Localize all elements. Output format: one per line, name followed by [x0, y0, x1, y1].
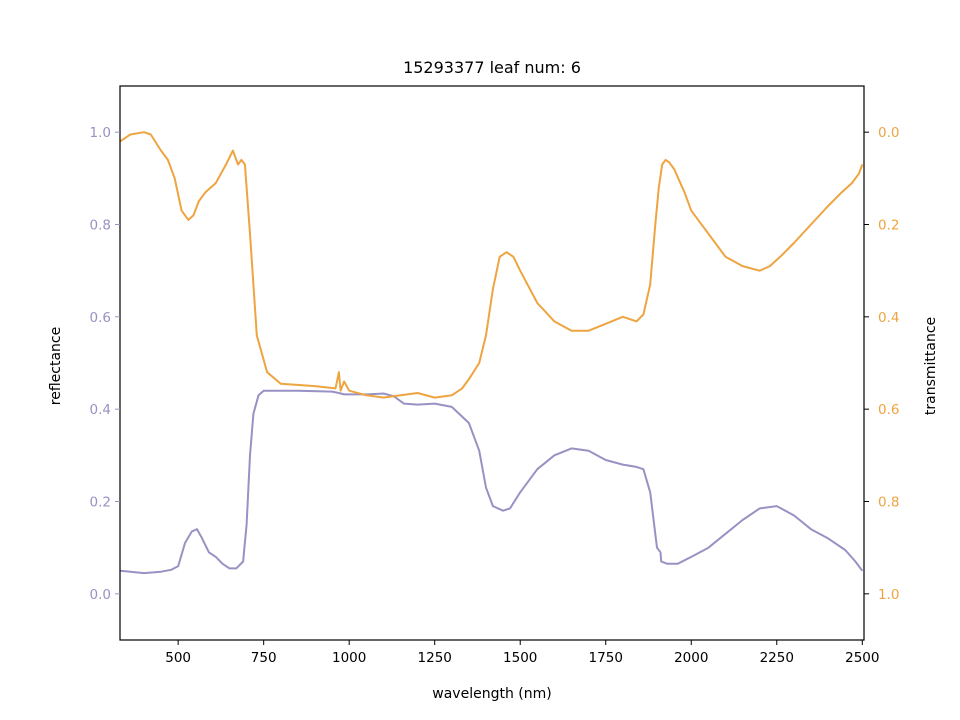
left-y-tick-label: 0.2	[90, 495, 111, 511]
right-y-tick-label: 1.0	[878, 587, 899, 603]
axes-spines	[119, 85, 865, 641]
series-line-reflectance	[119, 389, 864, 575]
x-axis-label: wavelength (nm)	[432, 686, 551, 702]
plot-area	[119, 131, 864, 575]
series-line-transmittance	[119, 131, 864, 399]
x-tick-label: 1750	[589, 650, 623, 666]
left-y-tick-label: 0.0	[90, 587, 111, 603]
left-y-tick-label: 0.4	[90, 402, 111, 418]
x-tick-label: 2500	[845, 650, 879, 666]
left-y-tick-label: 0.6	[90, 310, 111, 326]
left-y-axis-label: reflectance	[48, 327, 64, 405]
right-y-tick-label: 0.4	[878, 310, 899, 326]
chart-title: 15293377 leaf num: 6	[403, 58, 581, 77]
right-y-tick-label: 0.2	[878, 218, 899, 234]
right-y-tick-label: 0.8	[878, 495, 899, 511]
left-y-axis: 0.0 0.2 0.4 0.6 0.8 1.0	[90, 125, 120, 603]
x-tick-label: 2250	[760, 650, 794, 666]
x-tick-label: 500	[165, 650, 191, 666]
right-y-tick-label: 0.0	[878, 125, 899, 141]
x-tick-label: 750	[251, 650, 277, 666]
right-y-tick-label: 0.6	[878, 402, 899, 418]
right-y-axis-label: transmittance	[923, 317, 939, 415]
left-y-tick-label: 1.0	[90, 125, 111, 141]
left-y-tick-label: 0.8	[90, 218, 111, 234]
x-tick-label: 1250	[418, 650, 452, 666]
x-tick-label: 2000	[674, 650, 708, 666]
x-axis: 500 750 1000 1250 1500 1750 2000 2250 2500	[165, 640, 879, 666]
axes-frame	[119, 85, 865, 641]
x-tick-label: 1500	[503, 650, 537, 666]
x-tick-label: 1000	[332, 650, 366, 666]
right-y-axis: 0.0 0.2 0.4 0.6 0.8 1.0	[864, 125, 899, 603]
